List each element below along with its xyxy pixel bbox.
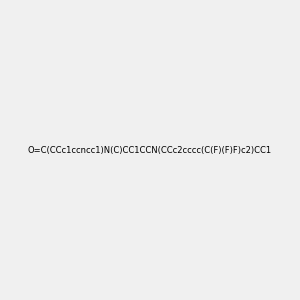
Text: O=C(CCc1ccncc1)N(C)CC1CCN(CCc2cccc(C(F)(F)F)c2)CC1: O=C(CCc1ccncc1)N(C)CC1CCN(CCc2cccc(C(F)(…	[28, 146, 272, 154]
